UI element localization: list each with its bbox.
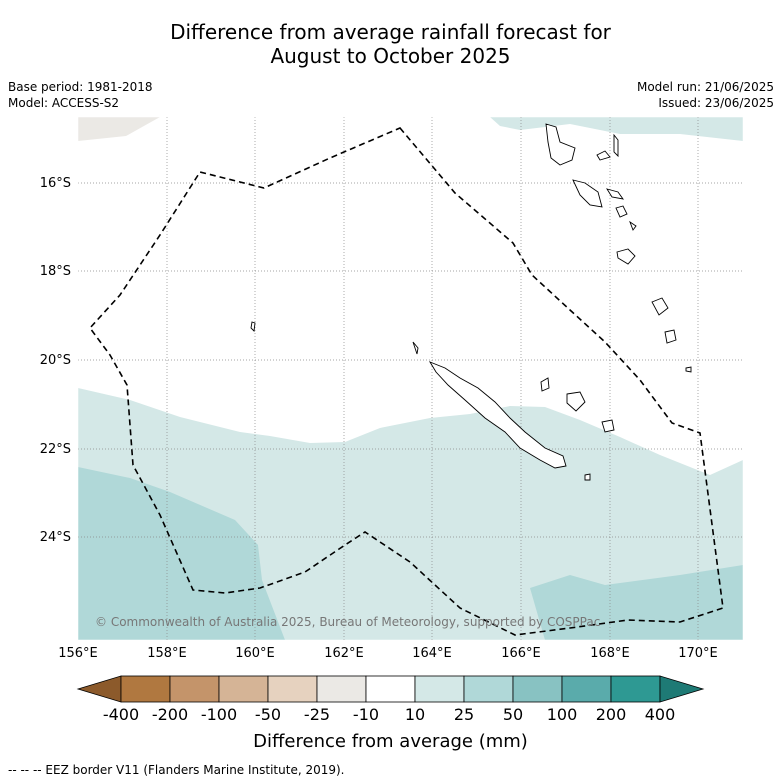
lon-label: 170°E (678, 646, 718, 661)
colorbar-segment (316, 675, 367, 703)
eez-legend-note: -- -- -- EEZ border V11 (Flanders Marine… (8, 763, 345, 777)
colorbar-tick-label: -400 (102, 705, 140, 724)
title-line-1: Difference from average rainfall forecas… (170, 20, 611, 44)
colorbar-tick-label: -10 (352, 705, 380, 724)
lon-label: 168°E (590, 646, 630, 661)
colorbar-tick-label: 100 (546, 705, 578, 724)
colorbar-segment (414, 675, 465, 703)
colorbar-tick-label: 200 (595, 705, 627, 724)
colorbar-tick-label: 400 (644, 705, 676, 724)
lat-label: 22°S (39, 442, 71, 457)
colorbar-segment (120, 675, 171, 703)
colorbar-segment (267, 675, 318, 703)
lon-label: 162°E (324, 646, 364, 661)
colorbar-tick-label: 50 (502, 705, 524, 724)
colorbar-extend-low (76, 675, 122, 703)
lon-label: 156°E (58, 646, 98, 661)
base-period: Base period: 1981-2018 (8, 80, 153, 94)
new-caledonia (250, 321, 615, 481)
colorbar-tick-label: -200 (151, 705, 189, 724)
wetter-area-southeast (530, 565, 743, 640)
colorbar-extend-high (659, 675, 705, 703)
colorbar-tick-label: 25 (453, 705, 475, 724)
eez-boundary (88, 127, 724, 636)
colorbar-segment (463, 675, 514, 703)
colorbar-segment (365, 675, 416, 703)
below-average-area (78, 117, 160, 141)
lon-label: 158°E (147, 646, 187, 661)
wetter-area-southwest (78, 467, 285, 640)
lon-label: 166°E (501, 646, 541, 661)
copyright: © Commonwealth of Australia 2025, Bureau… (95, 615, 601, 629)
lon-label: 160°E (235, 646, 275, 661)
colorbar-segment (561, 675, 612, 703)
colorbar-segment (218, 675, 269, 703)
colorbar-segment (169, 675, 220, 703)
lat-label: 16°S (39, 176, 71, 191)
colorbar-tick-label: 10 (404, 705, 426, 724)
model-name: Model: ACCESS-S2 (8, 96, 120, 110)
map-frame (77, 116, 744, 641)
vanuatu-islands (545, 123, 692, 373)
colorbar-segment (512, 675, 563, 703)
colorbar-tick-label: -100 (200, 705, 238, 724)
colorbar-title: Difference from average (mm) (253, 731, 528, 752)
lat-label: 18°S (39, 264, 71, 279)
issued-date: Issued: 23/06/2025 (658, 96, 774, 110)
lat-label: 20°S (39, 353, 71, 368)
wet-area-north (490, 117, 743, 141)
colorbar-tick-label: -50 (254, 705, 282, 724)
colorbar-tick-label: -25 (303, 705, 331, 724)
model-run: Model run: 21/06/2025 (636, 80, 774, 94)
title-line-2: August to October 2025 (270, 44, 511, 68)
lon-label: 164°E (412, 646, 452, 661)
gridlines (78, 117, 743, 640)
lat-label: 24°S (39, 530, 71, 545)
colorbar (76, 675, 705, 703)
colorbar-segment (610, 675, 661, 703)
